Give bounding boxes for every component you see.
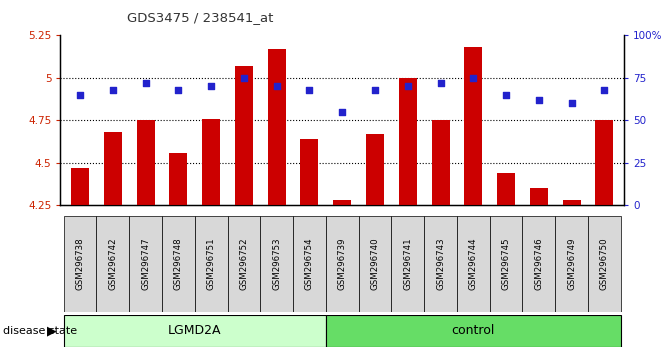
Bar (530, 188, 548, 205)
Point (533, 97, 544, 103)
Point (337, 109, 348, 115)
Point (501, 92, 511, 98)
Bar (424, 216, 457, 312)
Bar (358, 216, 391, 312)
Text: GSM296751: GSM296751 (207, 238, 215, 290)
Text: GSM296747: GSM296747 (141, 238, 150, 290)
Text: GSM296752: GSM296752 (240, 238, 248, 290)
Bar (464, 47, 482, 205)
Bar (268, 49, 286, 205)
Bar (366, 134, 384, 205)
Bar (490, 216, 523, 312)
Point (370, 87, 380, 93)
Bar (457, 216, 490, 312)
Bar (64, 216, 97, 312)
Bar (64, 315, 326, 347)
Bar (235, 66, 253, 205)
Bar (399, 78, 417, 205)
Bar (431, 120, 450, 205)
Bar (301, 139, 319, 205)
Bar (260, 216, 293, 312)
Point (304, 87, 315, 93)
Point (238, 75, 249, 81)
Bar (202, 119, 220, 205)
Bar (326, 315, 621, 347)
Bar (293, 216, 326, 312)
Text: GSM296754: GSM296754 (305, 238, 314, 290)
Bar (326, 216, 358, 312)
Bar (588, 216, 621, 312)
Point (74, 92, 85, 98)
Point (403, 84, 413, 89)
Text: disease state: disease state (3, 326, 77, 336)
Text: GSM296745: GSM296745 (501, 238, 511, 290)
Bar (523, 216, 555, 312)
Text: GSM296744: GSM296744 (469, 238, 478, 290)
Bar (595, 120, 613, 205)
Text: GSM296742: GSM296742 (108, 238, 117, 290)
Bar (169, 153, 187, 205)
Point (599, 87, 610, 93)
Bar (71, 168, 89, 205)
Point (566, 101, 577, 106)
Bar (104, 132, 122, 205)
Text: GSM296750: GSM296750 (600, 238, 609, 290)
Bar (195, 216, 227, 312)
Text: ▶: ▶ (48, 325, 57, 337)
Text: GDS3475 / 238541_at: GDS3475 / 238541_at (127, 11, 274, 24)
Point (173, 87, 184, 93)
Text: GSM296738: GSM296738 (76, 238, 85, 290)
Bar (227, 216, 260, 312)
Text: GSM296743: GSM296743 (436, 238, 445, 290)
Text: control: control (452, 325, 495, 337)
Bar (391, 216, 424, 312)
Text: GSM296746: GSM296746 (534, 238, 544, 290)
Bar (333, 200, 351, 205)
Text: GSM296740: GSM296740 (370, 238, 380, 290)
Text: GSM296739: GSM296739 (338, 238, 347, 290)
Text: GSM296741: GSM296741 (403, 238, 412, 290)
Bar (562, 200, 580, 205)
Bar (162, 216, 195, 312)
Text: GSM296748: GSM296748 (174, 238, 183, 290)
Bar (130, 216, 162, 312)
Point (435, 80, 446, 86)
Bar (137, 120, 154, 205)
Point (271, 84, 282, 89)
Point (140, 80, 151, 86)
Text: GSM296753: GSM296753 (272, 238, 281, 290)
Point (107, 87, 118, 93)
Point (206, 84, 217, 89)
Text: LGMD2A: LGMD2A (168, 325, 221, 337)
Text: GSM296749: GSM296749 (567, 238, 576, 290)
Bar (497, 173, 515, 205)
Point (468, 75, 478, 81)
Bar (97, 216, 130, 312)
Bar (555, 216, 588, 312)
